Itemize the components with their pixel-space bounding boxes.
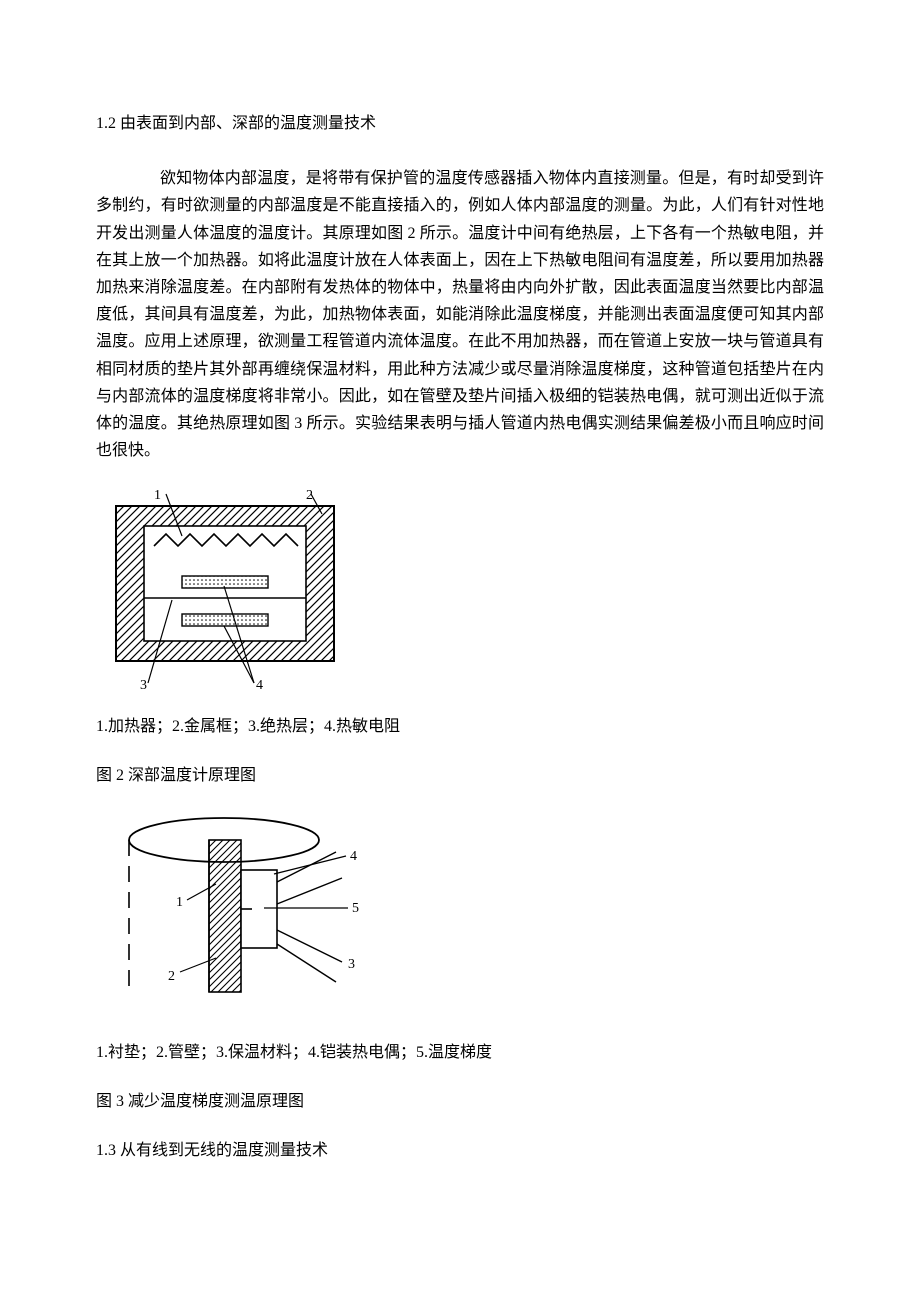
figure-3-legend: 1.衬垫；2.管壁；3.保温材料；4.铠装热电偶；5.温度梯度: [96, 1039, 824, 1066]
fig2-label-3: 3: [140, 678, 147, 691]
document-page: 1.2 由表面到内部、深部的温度测量技术 欲知物体内部温度，是将带有保护管的温度…: [0, 0, 920, 1272]
section-1-2-paragraph: 欲知物体内部温度，是将带有保护管的温度传感器插入物体内直接测量。但是，有时却受到…: [96, 165, 824, 464]
figure-3: 1 2 3 4 5: [104, 812, 384, 1017]
fig3-label-5: 5: [352, 901, 359, 916]
figure-2-legend: 1.加热器；2.金属框；3.绝热层；4.热敏电阻: [96, 713, 824, 740]
section-1-2-heading: 1.2 由表面到内部、深部的温度测量技术: [96, 110, 824, 137]
figure-2-svg: 1 2 3 4: [96, 486, 354, 691]
fig2-label-1: 1: [154, 488, 161, 503]
figure-2: 1 2 3 4: [96, 486, 354, 691]
fig3-label-1: 1: [176, 895, 183, 910]
section-1-3-heading: 1.3 从有线到无线的温度测量技术: [96, 1137, 824, 1164]
fig3-label-3: 3: [348, 957, 355, 972]
fig3-label-4: 4: [350, 849, 357, 864]
fig2-label-4: 4: [256, 678, 263, 691]
figure-3-svg: 1 2 3 4 5: [104, 812, 384, 1017]
fig3-label-2: 2: [168, 969, 175, 984]
fig2-label-2: 2: [306, 488, 313, 503]
figure-3-caption: 图 3 减少温度梯度测温原理图: [96, 1088, 824, 1115]
figure-2-caption: 图 2 深部温度计原理图: [96, 762, 824, 789]
